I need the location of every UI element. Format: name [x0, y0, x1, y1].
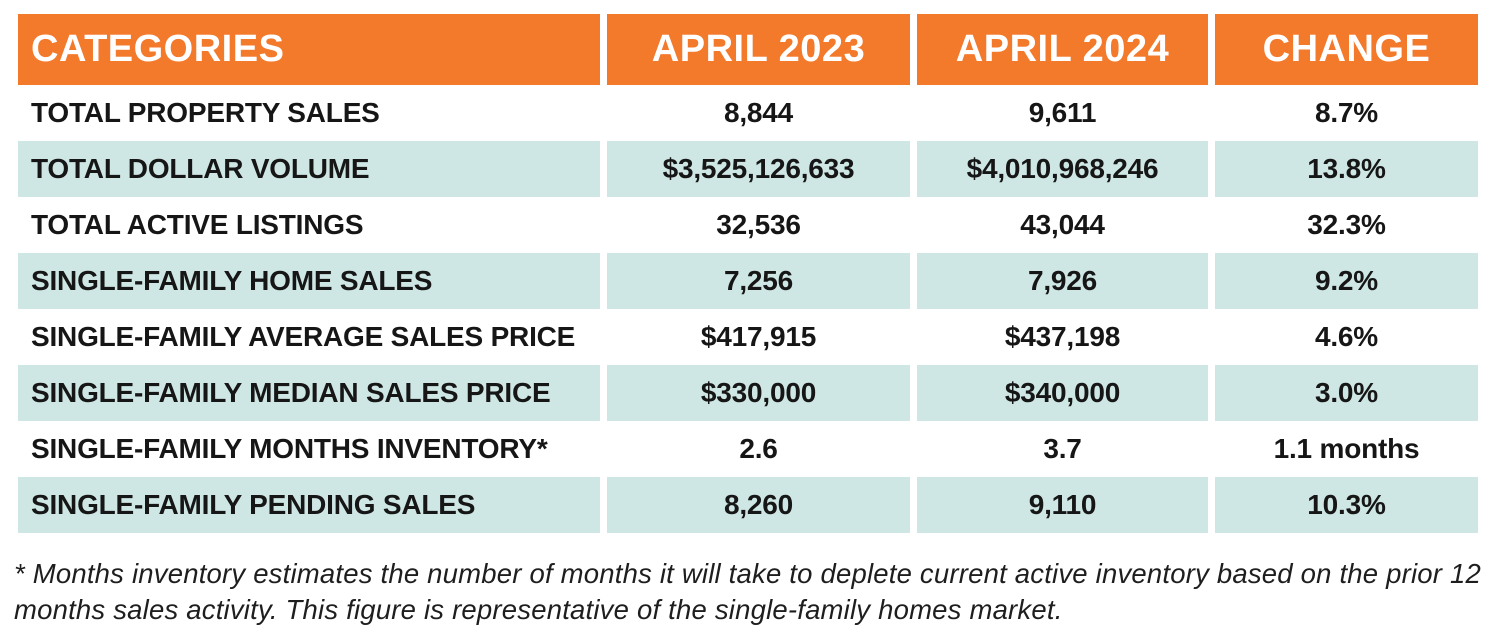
row-change: 4.6% — [1215, 309, 1478, 365]
row-category: SINGLE-FAMILY MEDIAN SALES PRICE — [18, 365, 600, 421]
row-change: 3.0% — [1215, 365, 1478, 421]
row-category: SINGLE-FAMILY PENDING SALES — [18, 477, 600, 533]
market-stats-table: CATEGORIES APRIL 2023 APRIL 2024 CHANGE … — [18, 14, 1478, 533]
table-row: TOTAL DOLLAR VOLUME $3,525,126,633 $4,01… — [18, 141, 1478, 197]
table-row: SINGLE-FAMILY MONTHS INVENTORY* 2.6 3.7 … — [18, 421, 1478, 477]
row-category: TOTAL PROPERTY SALES — [18, 85, 600, 141]
row-change: 9.2% — [1215, 253, 1478, 309]
months-inventory-footnote: * Months inventory estimates the number … — [14, 558, 1481, 625]
row-april-2024: $340,000 — [917, 365, 1208, 421]
row-april-2023: 32,536 — [607, 197, 910, 253]
row-category: SINGLE-FAMILY AVERAGE SALES PRICE — [18, 309, 600, 365]
table-row: SINGLE-FAMILY PENDING SALES 8,260 9,110 … — [18, 477, 1478, 533]
column-header-april-2024: APRIL 2024 — [917, 14, 1208, 85]
table-row: TOTAL PROPERTY SALES 8,844 9,611 8.7% — [18, 85, 1478, 141]
row-april-2024: 3.7 — [917, 421, 1208, 477]
row-april-2024: 9,110 — [917, 477, 1208, 533]
table-row: TOTAL ACTIVE LISTINGS 32,536 43,044 32.3… — [18, 197, 1478, 253]
row-april-2024: $4,010,968,246 — [917, 141, 1208, 197]
row-april-2024: $437,198 — [917, 309, 1208, 365]
row-april-2023: 8,844 — [607, 85, 910, 141]
row-april-2023: $330,000 — [607, 365, 910, 421]
row-category: SINGLE-FAMILY HOME SALES — [18, 253, 600, 309]
row-april-2023: 7,256 — [607, 253, 910, 309]
table-row: SINGLE-FAMILY AVERAGE SALES PRICE $417,9… — [18, 309, 1478, 365]
table-row: SINGLE-FAMILY HOME SALES 7,256 7,926 9.2… — [18, 253, 1478, 309]
table-header-row: CATEGORIES APRIL 2023 APRIL 2024 CHANGE — [18, 14, 1478, 85]
row-april-2023: 2.6 — [607, 421, 910, 477]
row-change: 1.1 months — [1215, 421, 1478, 477]
row-april-2023: $417,915 — [607, 309, 910, 365]
row-april-2024: 9,611 — [917, 85, 1208, 141]
table-row: SINGLE-FAMILY MEDIAN SALES PRICE $330,00… — [18, 365, 1478, 421]
row-change: 32.3% — [1215, 197, 1478, 253]
row-april-2023: 8,260 — [607, 477, 910, 533]
row-april-2024: 7,926 — [917, 253, 1208, 309]
column-header-categories: CATEGORIES — [18, 14, 600, 85]
row-category: SINGLE-FAMILY MONTHS INVENTORY* — [18, 421, 600, 477]
column-header-change: CHANGE — [1215, 14, 1478, 85]
row-change: 8.7% — [1215, 85, 1478, 141]
row-category: TOTAL DOLLAR VOLUME — [18, 141, 600, 197]
row-april-2024: 43,044 — [917, 197, 1208, 253]
column-header-april-2023: APRIL 2023 — [607, 14, 910, 85]
row-category: TOTAL ACTIVE LISTINGS — [18, 197, 600, 253]
row-change: 10.3% — [1215, 477, 1478, 533]
row-april-2023: $3,525,126,633 — [607, 141, 910, 197]
row-change: 13.8% — [1215, 141, 1478, 197]
